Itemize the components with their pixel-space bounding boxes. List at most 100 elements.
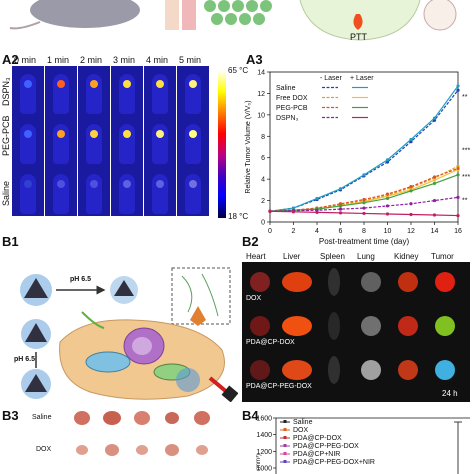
a3-data-point [409,202,413,206]
a3-data-point [315,210,319,214]
skin-layer-2 [182,0,196,30]
heat-spot [123,180,131,188]
a3-data-point [456,166,460,171]
b2-organ [435,360,455,380]
b4-y-tick-label: 1400 [256,432,272,439]
heat-spot [189,80,197,88]
b2-organ-label: Tumor [431,252,454,261]
nanoparticle-in-cell [176,368,200,392]
a3-x-tick-label: 10 [384,228,392,235]
green-cells [204,0,272,25]
panel-label-a2: A2 [2,52,19,67]
thermal-cell [12,116,44,166]
thermal-cell [111,116,143,166]
b2-row-label: PDA@CP-PEG-DOX [246,383,312,390]
a3-data-point [432,116,437,120]
a3-legend-label: Free DOX [276,95,308,102]
thermal-cell [111,166,143,216]
thermal-cell [45,116,77,166]
a3-data-point [385,196,390,201]
a3-data-point [362,206,366,210]
nucleolus [132,337,152,355]
a3-legend-header-plus: + Laser [350,75,374,82]
a2-time-label: 0 min [14,55,37,65]
star-shape [190,306,206,326]
a3-data-point [315,196,319,201]
thermal-cell [45,166,77,216]
a3-data-point [456,88,460,92]
heat-spot [189,130,197,138]
b4-y-axis-label: (mm³) [256,454,262,470]
a3-data-point [385,204,390,208]
a2-row-label: DSPN₃ [1,77,11,106]
b4-legend-label: DOX [293,427,309,434]
a3-data-point [385,192,390,196]
a3-y-axis-label: Relative Tumor Volume (V/V₀) [245,100,252,193]
b2-organ [250,316,270,336]
b2-organ-label: Liver [283,252,301,261]
thermal-cell [144,116,176,166]
temperature-colorbar [218,70,226,218]
b3-tumors [74,411,210,456]
heat-spot [123,130,131,138]
b2-organ [328,268,340,296]
b2-organ [398,272,418,292]
nanoparticle [110,276,138,304]
flame-icon [353,14,363,30]
a3-x-tick-label: 2 [292,228,296,235]
a3-x-tick-label: 16 [454,228,462,235]
heat-spot [156,130,164,138]
top-illustration-strip: PTT [0,0,474,44]
b4-legend-marker [283,428,287,431]
a3-legend-header-minus: - Laser [320,75,342,82]
ph-label-2: pH 6.5 [14,356,36,363]
thermal-cell [45,66,77,116]
a3-y-tick-label: 0 [261,220,265,227]
b3-row-label-saline: Saline [32,414,52,421]
a3-x-tick-label: 14 [431,228,439,235]
heat-spot [90,130,98,138]
b2-organ [361,316,381,336]
a3-data-point [362,201,366,205]
top-illustration [9,0,457,41]
a3-significance-mark: ** [462,94,468,101]
a3-data-point [432,198,437,203]
a3-data-point [409,185,413,189]
b2-organ [361,360,381,380]
b4-legend-marker [283,436,287,439]
b1-schematic-art [20,267,239,403]
a3-data-point [268,209,272,213]
thermal-cell [12,66,44,116]
ptt-label: PTT [350,32,367,42]
b2-organ [282,272,312,292]
colorbar-max-label: 65 °C [228,66,249,75]
b2-time-label: 24 h [442,389,458,398]
heat-spot [189,180,197,188]
panel-label-b2: B2 [242,234,259,249]
b2-organ [250,360,270,380]
a3-x-tick-label: 4 [315,228,319,235]
a3-data-point [385,212,390,216]
heat-spot [156,80,164,88]
b2-row-label: DOX [246,295,262,302]
a3-data-point [291,210,296,214]
a3-data-point [362,211,366,216]
b2-fluorescence-image: DOX PDA@CP-DOX PDA@CP-PEG-DOX 24 h [242,262,470,402]
a3-data-point [409,189,413,193]
panel-label-b4: B4 [242,408,259,423]
heat-spot [57,180,65,188]
b2-organ-label: Lung [357,252,375,261]
colorbar-min-label: 18 °C [228,212,249,221]
nanoparticle [21,369,51,399]
a3-y-tick-label: 8 [261,134,265,141]
panel-label-b1: B1 [2,234,19,249]
thermal-cell [78,66,110,116]
a3-data-point [362,197,366,202]
a3-x-axis-label: Post-treatment time (day) [319,237,410,246]
a3-data-point [432,178,437,182]
organelle-circle [423,0,457,31]
b4-legend-marker [283,460,287,463]
heat-spot [123,80,131,88]
panel-label-b3: B3 [2,408,19,423]
b2-organ [250,272,270,292]
